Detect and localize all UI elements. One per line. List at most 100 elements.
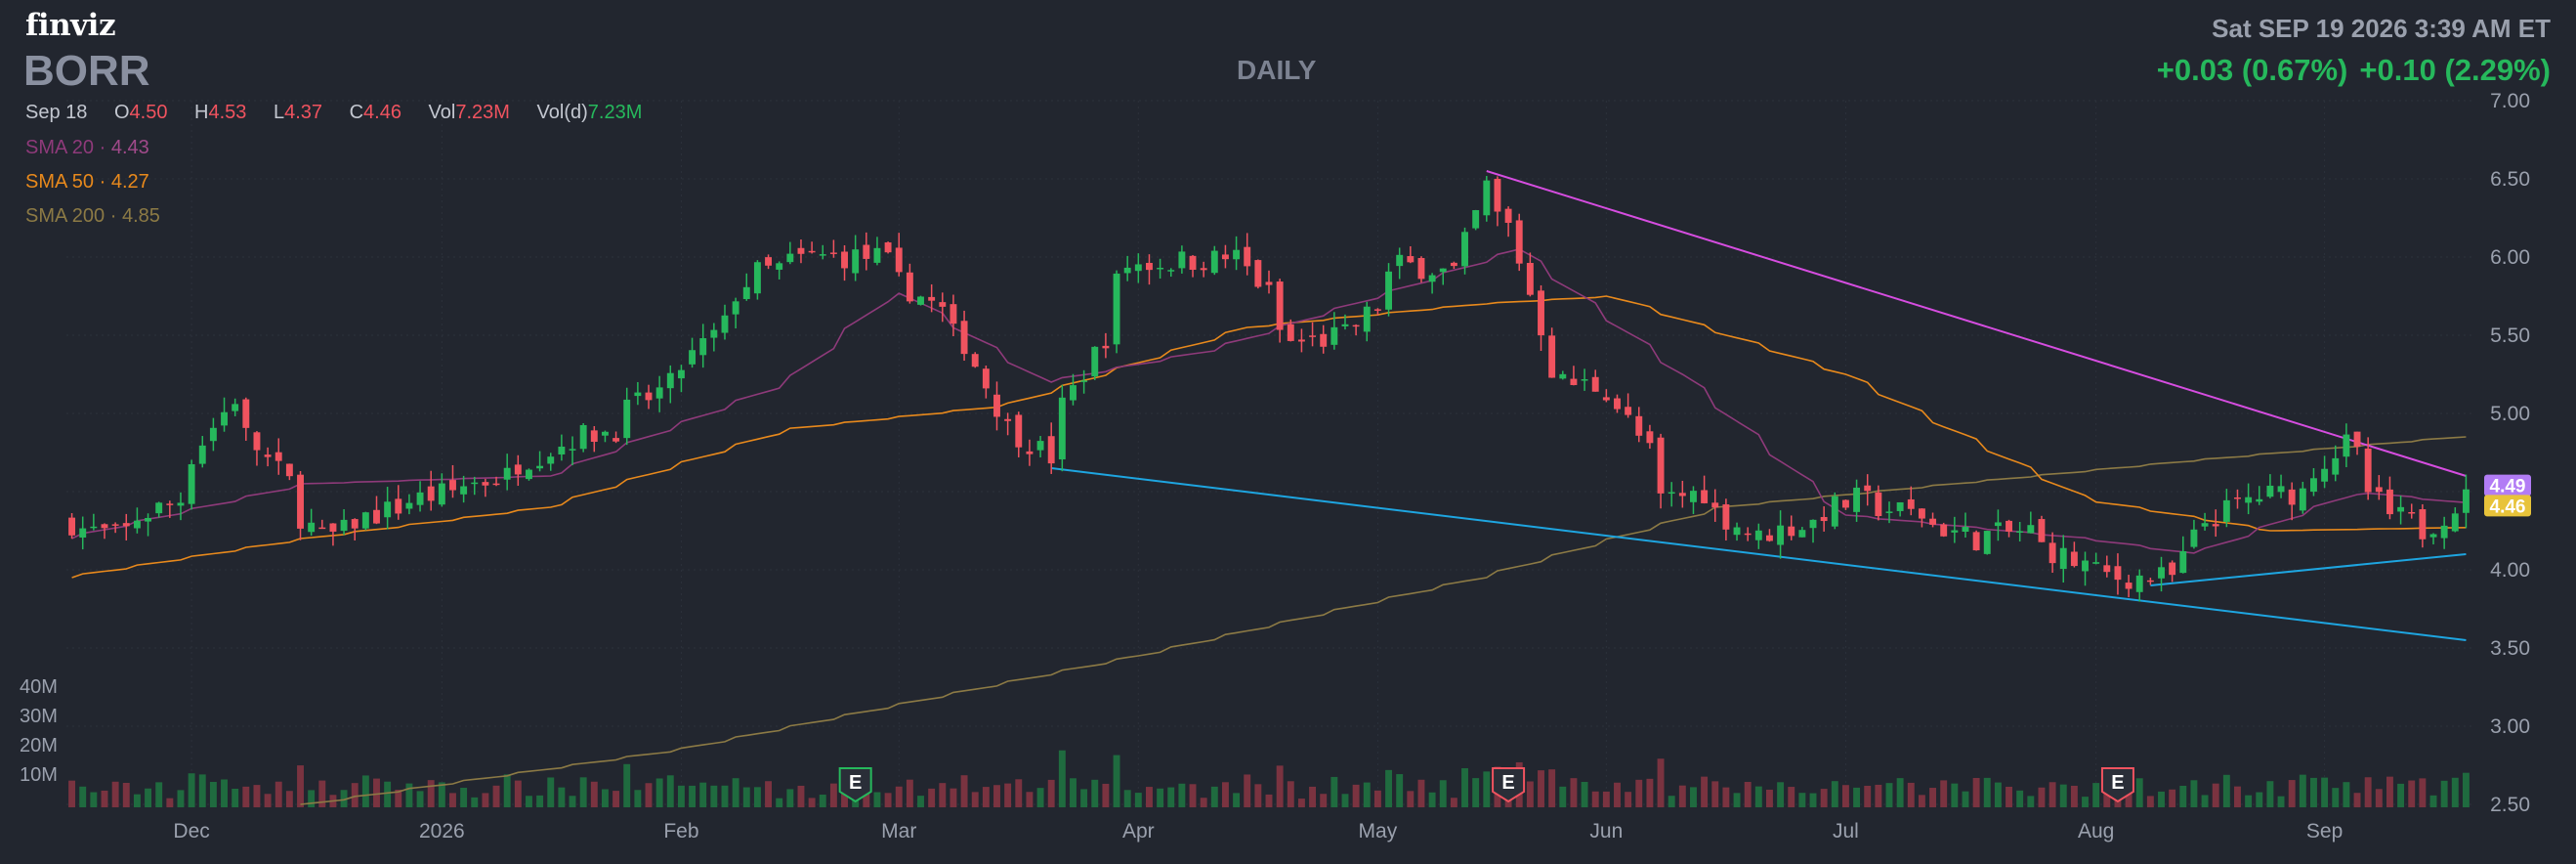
volume-bar <box>960 775 968 807</box>
candle-body <box>166 503 174 505</box>
candle-body <box>993 394 1000 417</box>
volume-value: 7.23M <box>455 102 510 123</box>
candle-body <box>1570 378 1578 385</box>
candle-body <box>2408 512 2416 514</box>
volume-bar <box>1885 783 1893 807</box>
candle-body <box>645 392 653 401</box>
timeframe-label[interactable]: DAILY <box>1237 55 1317 85</box>
volume-bar <box>274 781 282 807</box>
change-day: +0.10 (2.29%) <box>2359 53 2551 87</box>
legend-sma200[interactable]: SMA 200 · 4.85 <box>25 205 160 227</box>
candle-body <box>2288 489 2296 505</box>
volume-bar <box>264 794 272 807</box>
candle-body <box>1417 257 1425 280</box>
close-value: 4.46 <box>363 102 401 123</box>
volume-bar <box>2397 783 2405 807</box>
volume-bar <box>2201 795 2209 807</box>
candle-body <box>2343 434 2350 457</box>
trendline-lower <box>1051 467 2467 641</box>
volume-bar <box>1015 779 1023 807</box>
volume-bar <box>1635 779 1643 807</box>
ticker-symbol: BORR <box>23 47 150 95</box>
legend-sma50[interactable]: SMA 50 · 4.27 <box>25 171 149 193</box>
volume-bar <box>786 789 794 807</box>
volume-bar <box>928 788 936 807</box>
volume-bar <box>1918 795 1925 807</box>
candle-body <box>863 244 870 259</box>
x-tick-label: Sep <box>2306 820 2343 842</box>
y-tick-label: 3.50 <box>2490 637 2530 660</box>
candle-body <box>2462 489 2470 513</box>
volume-bar <box>1439 780 1447 807</box>
volume-bar <box>1940 780 1948 807</box>
legend-sma20[interactable]: SMA 20 · 4.43 <box>25 137 149 158</box>
candle-body <box>1972 532 1980 551</box>
volume-axis-label: 40M <box>20 676 58 698</box>
candle-body <box>753 262 761 294</box>
candle-body <box>884 242 892 253</box>
volume-bar <box>1189 784 1197 807</box>
volume-bar <box>1798 793 1806 807</box>
volume-bar <box>2451 777 2459 807</box>
volume-bar <box>1657 758 1665 807</box>
x-tick-label: Jun <box>1589 820 1623 842</box>
volume-bar <box>895 786 903 807</box>
y-tick-label: 5.00 <box>2490 403 2530 425</box>
volume-bar <box>1678 785 1686 807</box>
volume-bar <box>677 785 685 807</box>
volume-bar <box>547 777 555 807</box>
volume-bar <box>1233 793 1241 807</box>
candle-body <box>351 519 359 529</box>
sma20-label: SMA 20 <box>25 137 95 158</box>
candle-body <box>2016 531 2024 533</box>
candle-body <box>2332 457 2340 475</box>
candle-body <box>1320 333 1328 347</box>
candle-body <box>68 517 76 536</box>
candle-body <box>2038 519 2046 542</box>
candle-body <box>1657 437 1665 494</box>
volume-bar <box>558 787 566 807</box>
candle-body <box>2114 566 2122 581</box>
candle-body <box>666 372 674 389</box>
candle-body <box>1472 210 1480 229</box>
volume-bar <box>2408 780 2416 807</box>
ohlc-date: Sep 18 <box>25 102 88 123</box>
candle-body <box>90 526 98 529</box>
candle-body <box>1777 525 1785 545</box>
volume-bar <box>1385 769 1392 807</box>
candle-body <box>1210 250 1218 274</box>
volume-bar <box>2256 792 2263 807</box>
volume-axis-label: 30M <box>20 706 58 727</box>
volume-bar <box>2353 793 2361 807</box>
volume-bar <box>1047 779 1055 807</box>
volume-bar <box>819 795 826 807</box>
price-tag-label: 4.49 <box>2490 477 2526 497</box>
volume-bar <box>1625 792 1632 807</box>
candle-body <box>1896 501 1904 511</box>
candle-body <box>1123 267 1131 274</box>
candle-body <box>1200 268 1207 271</box>
volume-bar <box>285 791 293 807</box>
candle-body <box>209 427 217 442</box>
candle-body <box>177 502 185 506</box>
candle-body <box>1036 441 1044 451</box>
volume-bar <box>2059 784 2067 807</box>
volume-bar <box>2146 796 2154 807</box>
volume-bar <box>2310 777 2317 807</box>
candle-body <box>2256 498 2263 502</box>
volume-bar <box>2364 777 2372 807</box>
candle-body <box>1341 324 1349 326</box>
volume-bar <box>666 775 674 807</box>
candle-body <box>601 431 609 436</box>
volume-bar <box>1450 798 1457 807</box>
volume-bar <box>1733 793 1741 807</box>
candle-body <box>1788 526 1795 537</box>
candle-body <box>2397 506 2405 512</box>
candle-body <box>1548 335 1556 378</box>
candle-body <box>1809 519 1817 529</box>
volume-bar <box>1178 783 1186 807</box>
finviz-logo[interactable]: finviz <box>25 8 116 43</box>
candle-body <box>1113 273 1120 345</box>
candle-body <box>2451 513 2459 532</box>
